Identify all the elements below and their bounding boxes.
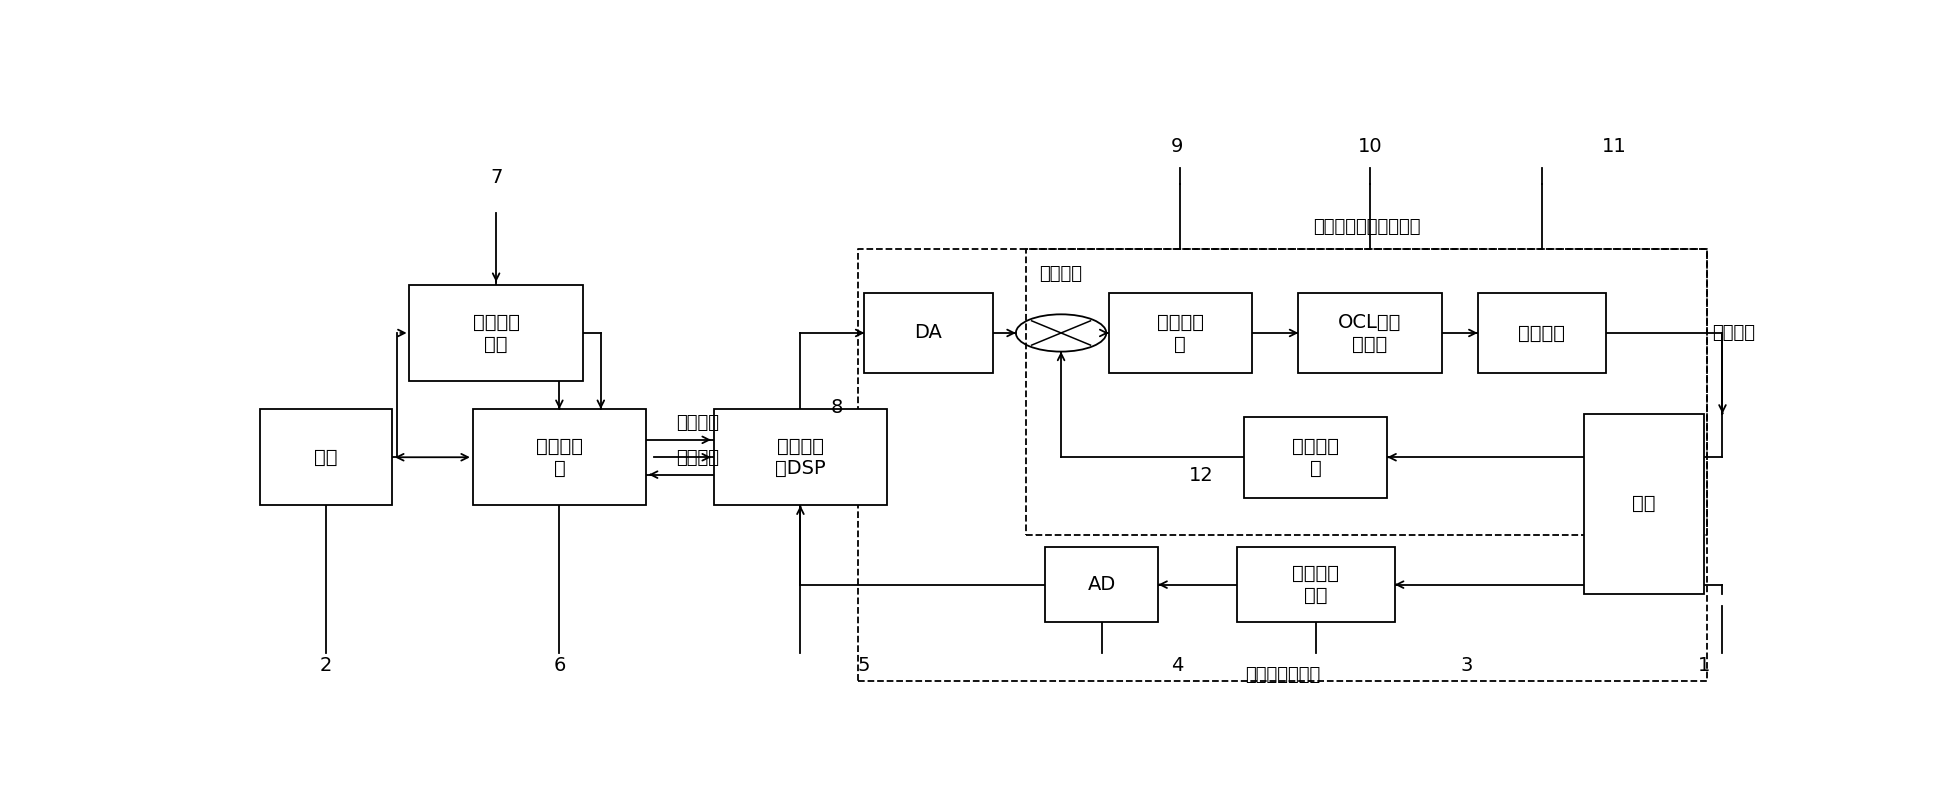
Text: 电极电流: 电极电流	[1713, 324, 1755, 342]
Text: 8: 8	[830, 398, 844, 417]
Text: 3: 3	[1460, 656, 1472, 675]
FancyBboxPatch shape	[260, 409, 393, 505]
FancyBboxPatch shape	[1299, 293, 1442, 374]
Text: 10: 10	[1357, 137, 1382, 156]
Text: 2: 2	[319, 656, 332, 675]
Text: 12: 12	[1190, 466, 1213, 485]
Text: 三维力传
感器: 三维力传 感器	[472, 312, 519, 353]
FancyBboxPatch shape	[1108, 293, 1252, 374]
Text: 7: 7	[490, 168, 502, 187]
Text: 从臂: 从臂	[315, 448, 338, 466]
Text: 11: 11	[1602, 137, 1627, 156]
FancyBboxPatch shape	[1046, 547, 1159, 622]
Text: 5: 5	[857, 656, 871, 675]
Text: 电流传感
器: 电流传感 器	[1293, 437, 1339, 478]
Text: 直流电机: 直流电机	[1518, 324, 1565, 342]
Text: 角度给定: 角度给定	[677, 449, 719, 466]
Text: 主手控制
器DSP: 主手控制 器DSP	[776, 437, 826, 478]
FancyBboxPatch shape	[1584, 414, 1705, 594]
Text: 电流给定: 电流给定	[1040, 266, 1083, 283]
Text: AD: AD	[1087, 575, 1116, 594]
Text: 4: 4	[1170, 656, 1184, 675]
FancyBboxPatch shape	[1236, 547, 1394, 622]
FancyBboxPatch shape	[713, 409, 886, 505]
Text: 力矩给定: 力矩给定	[677, 414, 719, 433]
Text: 主手: 主手	[1633, 495, 1656, 513]
FancyBboxPatch shape	[410, 285, 583, 381]
FancyBboxPatch shape	[472, 409, 645, 505]
FancyBboxPatch shape	[1244, 417, 1388, 498]
Text: 主手伺服控制器: 主手伺服控制器	[1244, 666, 1320, 684]
FancyBboxPatch shape	[1477, 293, 1606, 374]
Text: OCL电机
驱动器: OCL电机 驱动器	[1337, 312, 1402, 353]
FancyBboxPatch shape	[865, 293, 993, 374]
Text: 角位移传
感器: 角位移传 感器	[1293, 564, 1339, 605]
Text: 运算放大
器: 运算放大 器	[1157, 312, 1203, 353]
Text: 9: 9	[1170, 137, 1184, 156]
Text: DA: DA	[914, 324, 943, 342]
Text: 1: 1	[1699, 656, 1711, 675]
Text: 模拟电流伺服控制模块: 模拟电流伺服控制模块	[1314, 219, 1421, 236]
Text: 从臂控制
器: 从臂控制 器	[537, 437, 583, 478]
Text: 6: 6	[554, 656, 566, 675]
